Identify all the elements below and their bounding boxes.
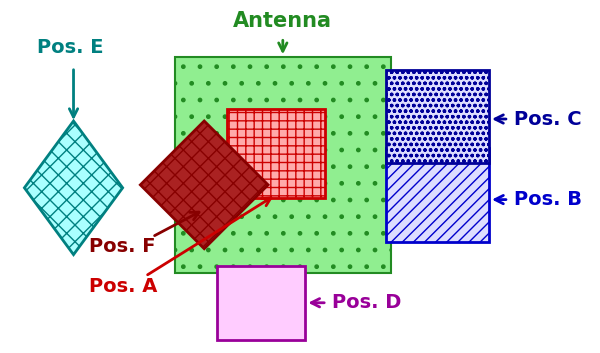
Text: Pos. B: Pos. B <box>514 190 582 209</box>
Text: Pos. A: Pos. A <box>89 276 158 295</box>
Text: Pos. C: Pos. C <box>514 109 581 128</box>
Bar <box>227 109 325 198</box>
Polygon shape <box>25 121 122 255</box>
Polygon shape <box>140 121 268 249</box>
Text: Antenna: Antenna <box>233 11 332 31</box>
Text: Pos. D: Pos. D <box>332 293 401 312</box>
Bar <box>386 149 489 242</box>
Text: Pos. E: Pos. E <box>37 38 104 57</box>
Bar <box>217 267 305 340</box>
Bar <box>175 57 391 273</box>
Bar <box>386 70 489 163</box>
Text: Pos. F: Pos. F <box>89 237 156 256</box>
